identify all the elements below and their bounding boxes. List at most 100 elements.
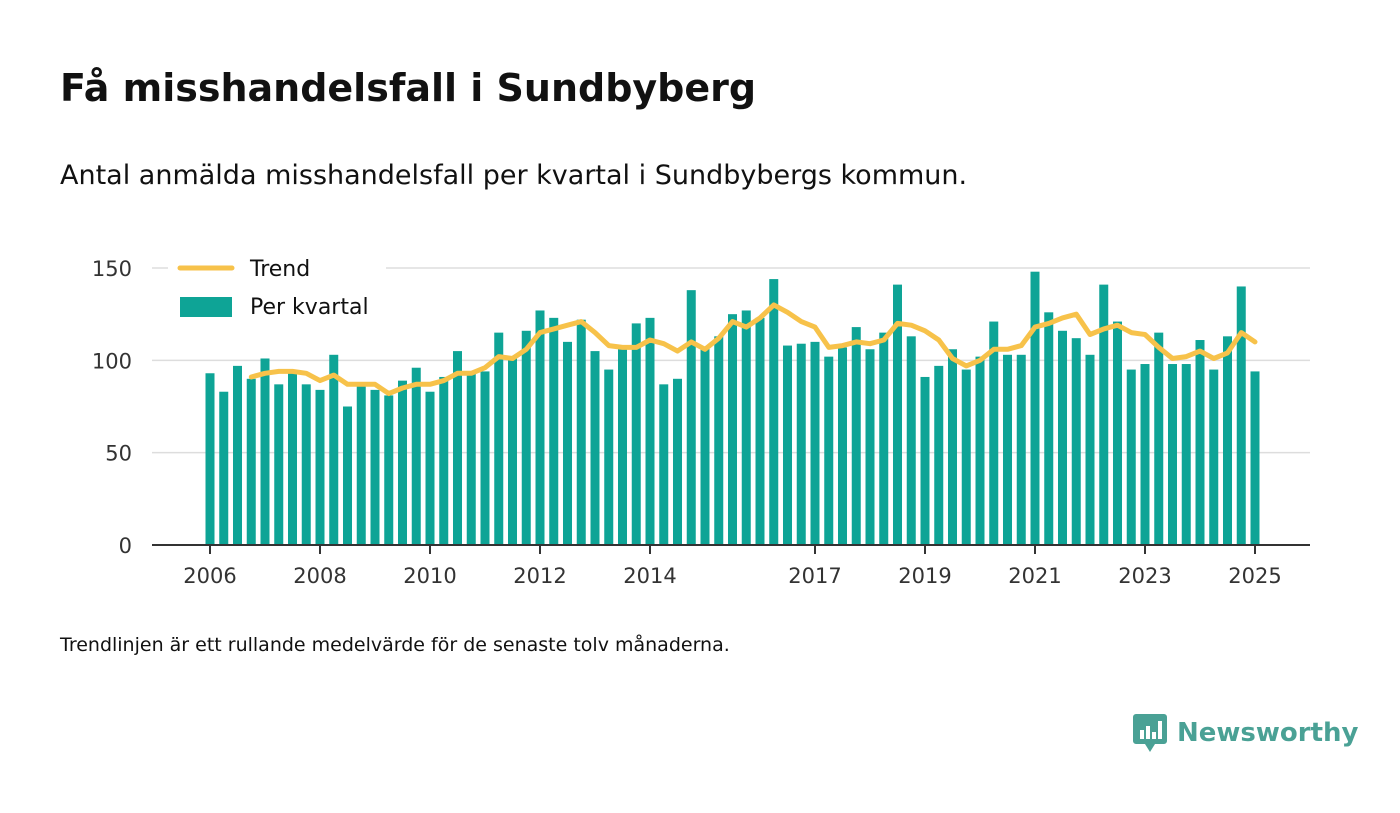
x-tick-label: 2012 [513, 564, 566, 588]
x-axis-ticks: 2006 2008 2010 2012 2014 2017 2019 2021 2023 2025 [183, 545, 1282, 588]
legend-bar-label: Per kvartal [250, 295, 369, 320]
bar [1044, 312, 1054, 545]
bar [219, 391, 229, 545]
bar [1003, 354, 1012, 545]
footnote: Trendlinjen är ett rullande medelvärde f… [60, 634, 730, 656]
x-tick-label: 2010 [403, 564, 456, 588]
bar [755, 317, 765, 545]
bar [563, 341, 572, 545]
bar [796, 343, 806, 545]
bar [453, 351, 462, 545]
bar [549, 317, 559, 545]
bar [205, 373, 215, 545]
bar [274, 384, 284, 545]
bar [1250, 371, 1260, 545]
bar [783, 345, 792, 545]
bar [659, 384, 669, 545]
bar [1168, 364, 1177, 545]
bar [521, 330, 531, 545]
bar [1030, 271, 1040, 545]
bar [920, 376, 930, 545]
bar [535, 310, 545, 545]
bar [906, 336, 916, 545]
bar [851, 327, 861, 545]
x-tick-label: 2008 [293, 564, 346, 588]
x-tick-label: 2017 [788, 564, 841, 588]
bar [384, 395, 394, 545]
x-tick-label: 2019 [898, 564, 951, 588]
bar [1016, 354, 1026, 545]
bar [728, 314, 737, 545]
bar [686, 290, 696, 545]
bar [673, 378, 682, 545]
bar [1071, 338, 1081, 545]
bar [466, 371, 476, 545]
bar [741, 310, 751, 545]
y-tick-label: 100 [92, 349, 132, 373]
bar [1236, 286, 1246, 545]
x-tick-label: 2023 [1118, 564, 1171, 588]
legend-trend-label: Trend [249, 257, 310, 282]
bar [645, 317, 655, 545]
bar [315, 389, 325, 545]
bar [1140, 364, 1150, 545]
bar [1113, 321, 1122, 545]
bar [865, 349, 875, 545]
bar [1099, 284, 1109, 545]
bar [961, 369, 971, 545]
bar [810, 341, 820, 545]
bar [1223, 336, 1232, 545]
bar [260, 358, 270, 545]
trend-line [248, 302, 1258, 397]
bar [700, 347, 710, 545]
bar [631, 323, 641, 545]
y-tick-label: 50 [105, 442, 132, 466]
bar [1058, 330, 1067, 545]
legend-bar-swatch [180, 297, 232, 317]
bar [975, 356, 985, 545]
bar-series [205, 271, 1260, 545]
y-axis-ticks: 0 50 100 150 [92, 257, 132, 558]
bar [604, 369, 614, 545]
newsworthy-logo: Newsworthy [1133, 713, 1358, 753]
newsworthy-logo-text: Newsworthy [1177, 718, 1359, 748]
bar [398, 380, 407, 545]
bar [370, 389, 380, 545]
bar [343, 406, 352, 545]
bar [769, 279, 779, 545]
bar [301, 384, 311, 545]
bar [329, 354, 339, 545]
bar [893, 284, 902, 545]
bar [838, 347, 847, 545]
newsworthy-logo-icon [1133, 714, 1167, 752]
bar [411, 367, 421, 545]
bar [879, 332, 889, 545]
bar [439, 376, 449, 545]
bar [288, 369, 297, 545]
bar [1154, 332, 1164, 545]
x-tick-label: 2025 [1228, 564, 1281, 588]
y-tick-label: 0 [119, 534, 132, 558]
bar [508, 358, 517, 545]
x-tick-label: 2014 [623, 564, 676, 588]
bar [824, 356, 834, 545]
bar [425, 391, 435, 545]
bar [1085, 354, 1095, 545]
chart-subtitle: Antal anmälda misshandelsfall per kvarta… [60, 160, 968, 191]
chart-title: Få misshandelsfall i Sundbyberg [60, 66, 757, 110]
bar [989, 321, 999, 545]
bar [1195, 340, 1205, 545]
bar [576, 319, 586, 545]
bar [1126, 369, 1136, 545]
x-tick-label: 2021 [1008, 564, 1061, 588]
bar [714, 336, 724, 545]
bar [494, 332, 504, 545]
x-tick-label: 2006 [183, 564, 236, 588]
bar [618, 345, 627, 545]
y-tick-label: 150 [92, 257, 132, 281]
bar [590, 351, 600, 545]
legend: Trend Per kvartal [168, 250, 386, 330]
bar [1181, 364, 1191, 545]
bar [948, 349, 957, 545]
